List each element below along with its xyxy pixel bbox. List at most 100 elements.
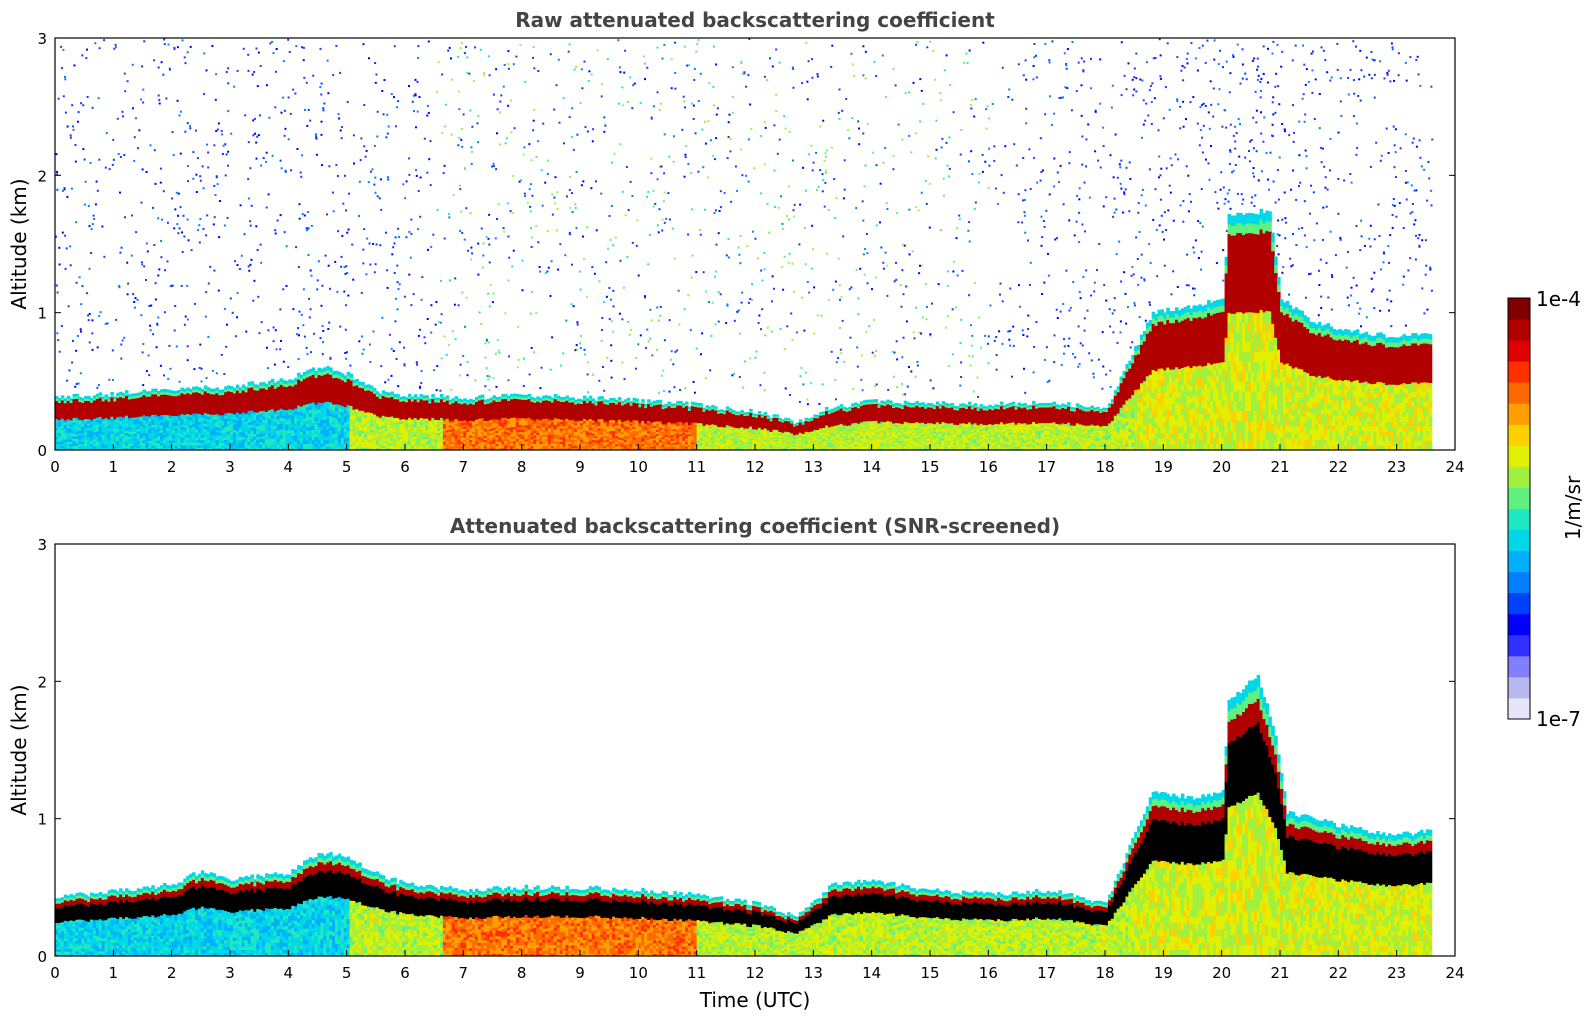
noise-point xyxy=(405,236,408,239)
backscatter-cell xyxy=(209,409,214,413)
noise-point xyxy=(376,195,379,198)
noise-point xyxy=(1260,111,1262,114)
noise-point xyxy=(962,61,965,64)
noise-point xyxy=(568,116,571,119)
noise-point xyxy=(394,125,397,128)
backscatter-cell xyxy=(60,404,65,408)
noise-point xyxy=(522,153,525,156)
backscatter-cell xyxy=(95,407,100,411)
backscatter-cell xyxy=(259,427,263,431)
noise-point xyxy=(739,332,741,335)
backscatter-cell xyxy=(168,442,173,446)
backscatter-cell xyxy=(343,397,348,401)
noise-point xyxy=(749,103,752,106)
noise-point xyxy=(91,332,94,335)
backscatter-cell xyxy=(256,406,260,410)
noise-point xyxy=(533,351,536,354)
noise-point xyxy=(875,383,878,386)
noise-point xyxy=(1228,91,1231,94)
backscatter-cell xyxy=(326,380,330,385)
noise-point xyxy=(787,185,790,188)
backscatter-cell xyxy=(192,431,196,435)
backscatter-cell xyxy=(314,400,319,405)
noise-point xyxy=(1141,79,1144,82)
backscatter-cell xyxy=(235,436,240,440)
noise-point xyxy=(421,276,424,279)
backscatter-cell xyxy=(177,417,182,421)
backscatter-cell xyxy=(305,400,310,405)
backscatter-cell xyxy=(311,436,316,441)
backscatter-cell xyxy=(337,401,342,405)
noise-point xyxy=(480,227,483,230)
noise-point xyxy=(443,237,446,240)
backscatter-cell xyxy=(160,394,164,398)
backscatter-cell xyxy=(300,440,304,445)
noise-point xyxy=(60,325,63,327)
backscatter-cell xyxy=(317,371,322,376)
noise-point xyxy=(287,96,290,99)
noise-point xyxy=(1244,156,1247,159)
noise-point xyxy=(517,325,520,328)
noise-point xyxy=(419,387,422,389)
noise-point xyxy=(153,149,156,152)
noise-point xyxy=(1398,202,1401,205)
noise-point xyxy=(900,305,903,308)
noise-point xyxy=(251,73,254,76)
backscatter-cell xyxy=(165,399,170,403)
noise-point xyxy=(114,43,117,46)
backscatter-cell xyxy=(200,414,205,418)
backscatter-cell xyxy=(92,443,97,447)
noise-point xyxy=(555,84,558,87)
backscatter-cell xyxy=(174,393,179,397)
noise-point xyxy=(140,314,143,317)
backscatter-cell xyxy=(221,427,225,431)
backscatter-cell xyxy=(250,389,254,394)
noise-point xyxy=(852,388,855,390)
noise-point xyxy=(1322,49,1325,52)
backscatter-cell xyxy=(107,418,112,422)
backscatter-cell xyxy=(125,435,129,439)
noise-point xyxy=(408,85,410,87)
backscatter-cell xyxy=(215,447,219,450)
noise-point xyxy=(687,294,690,297)
backscatter-cell xyxy=(270,441,275,445)
backscatter-cell xyxy=(95,396,100,400)
noise-point xyxy=(1141,188,1144,191)
backscatter-cell xyxy=(273,447,278,450)
backscatter-cell xyxy=(209,388,214,392)
noise-point xyxy=(298,334,300,337)
backscatter-cell xyxy=(78,419,82,422)
backscatter-cell xyxy=(122,423,126,427)
noise-point xyxy=(372,243,375,245)
backscatter-cell xyxy=(337,417,342,422)
noise-point xyxy=(1133,76,1136,79)
backscatter-cell xyxy=(92,402,97,406)
backscatter-cell xyxy=(174,400,179,404)
backscatter-cell xyxy=(107,441,112,444)
backscatter-cell xyxy=(127,438,132,442)
noise-point xyxy=(199,343,202,346)
noise-point xyxy=(227,67,230,70)
backscatter-cell xyxy=(63,404,68,408)
noise-point xyxy=(284,170,287,173)
noise-point xyxy=(471,150,473,153)
noise-point xyxy=(282,360,285,363)
noise-point xyxy=(1355,225,1358,227)
backscatter-cell xyxy=(92,420,97,424)
noise-point xyxy=(574,349,577,352)
backscatter-cell xyxy=(139,425,144,429)
noise-point xyxy=(892,168,895,171)
noise-point xyxy=(1063,338,1065,341)
noise-point xyxy=(1255,150,1258,153)
backscatter-cell xyxy=(326,422,330,427)
backscatter-cell xyxy=(165,407,170,411)
noise-point xyxy=(217,122,220,125)
backscatter-cell xyxy=(69,404,74,408)
noise-point xyxy=(1033,156,1036,159)
noise-point xyxy=(858,143,861,146)
noise-point xyxy=(1312,50,1314,53)
backscatter-cell xyxy=(329,419,333,424)
backscatter-cell xyxy=(69,406,74,410)
noise-point xyxy=(571,192,573,195)
backscatter-cell xyxy=(78,397,82,400)
